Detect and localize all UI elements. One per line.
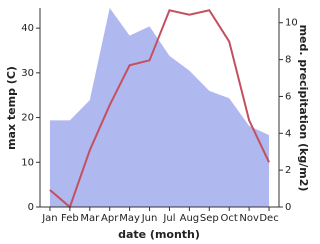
y-tick-label: 10 xyxy=(21,157,34,168)
y-tick-label: 40 xyxy=(21,23,34,34)
y2-tick-label: 10 xyxy=(285,18,298,29)
temp-line xyxy=(49,9,270,209)
y-axis-title: max temp (C) xyxy=(5,66,18,150)
x-tick-label: Mar xyxy=(80,213,100,224)
y2-tick-label: 6 xyxy=(285,91,291,102)
x-tick-label: Apr xyxy=(101,213,119,224)
x-tick-label: Nov xyxy=(239,213,259,224)
x-tick-label: Jun xyxy=(141,213,158,224)
y-tick-label: 30 xyxy=(21,68,34,79)
x-tick-label: Feb xyxy=(61,213,79,224)
x-tick-label: Jan xyxy=(41,213,57,224)
y2-tick-label: 2 xyxy=(285,165,291,176)
y-tick-label: 0 xyxy=(28,202,34,213)
x-tick-label: Dec xyxy=(259,213,278,224)
x-tick-label: Sep xyxy=(200,213,219,224)
y2-tick-label: 4 xyxy=(285,128,291,139)
x-tick-label: Jul xyxy=(162,213,175,224)
y-tick-label: 20 xyxy=(21,113,34,124)
x-axis-title: date (month) xyxy=(118,228,200,241)
y2-axis-title: med. precipitation (kg/m2) xyxy=(297,25,310,192)
precipitation-area xyxy=(49,8,270,207)
y2-tick-label: 8 xyxy=(285,55,291,66)
x-tick-label: Aug xyxy=(180,213,200,224)
x-tick-label: May xyxy=(119,213,140,224)
y2-tick-label: 0 xyxy=(285,202,291,213)
x-tick-label: Oct xyxy=(221,213,238,224)
